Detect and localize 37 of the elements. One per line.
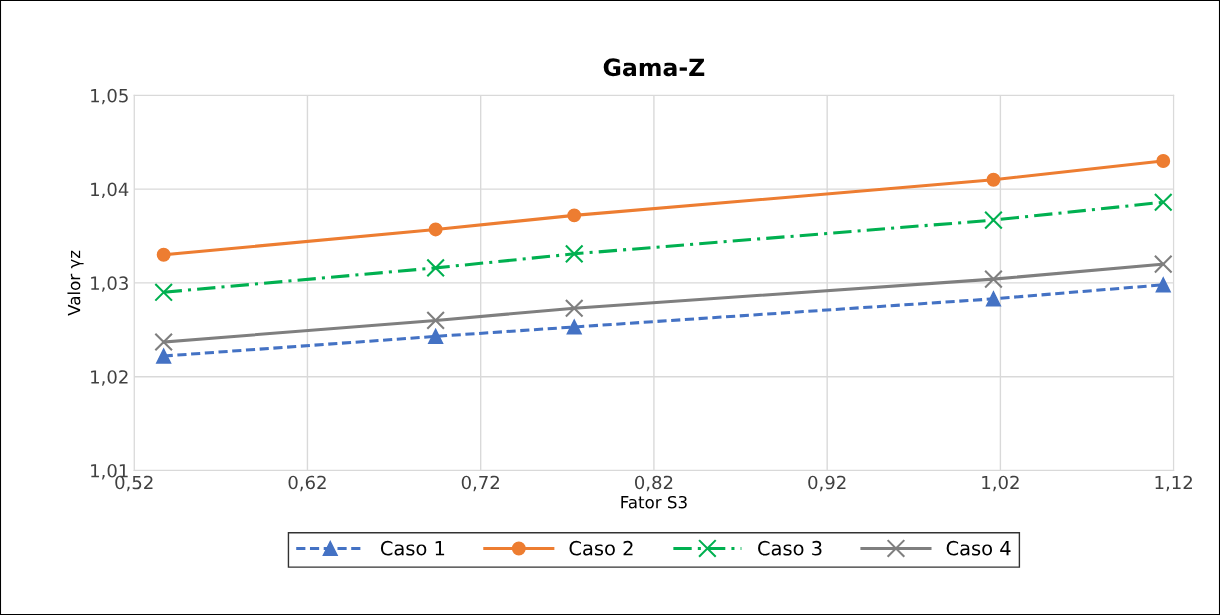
legend-label: Caso 4	[946, 540, 1011, 556]
point	[156, 348, 172, 364]
x-tick-label: 0,82	[635, 475, 673, 492]
x-tick-label: 1,12	[1155, 475, 1192, 492]
point	[564, 298, 584, 318]
y-tick-label: 1,03	[91, 276, 128, 292]
point	[564, 244, 584, 264]
point	[1155, 277, 1171, 293]
point	[154, 282, 174, 302]
chart-title: Gama-Z	[603, 58, 705, 77]
legend-label: Caso 2	[569, 540, 633, 556]
x-tick-label: 1,02	[982, 475, 1019, 492]
point	[156, 247, 171, 262]
point	[426, 311, 446, 330]
legend-label: Caso 1	[380, 540, 445, 556]
point	[1156, 154, 1171, 168]
point	[984, 210, 1003, 230]
point	[427, 328, 444, 344]
y-tick-label: 1,04	[91, 182, 129, 199]
x-tick-label: 0,62	[288, 475, 326, 492]
x-tick-label: 0,72	[461, 475, 499, 492]
point	[428, 222, 443, 237]
point	[984, 269, 1003, 289]
y-axis-title: Valor γz	[67, 250, 84, 316]
point	[985, 291, 1002, 307]
point	[986, 172, 1001, 187]
point	[1153, 254, 1173, 274]
legend-label: Caso 3	[758, 540, 822, 556]
point	[154, 332, 174, 352]
x-tick-label: 0,92	[808, 475, 846, 492]
y-tick-label: 1,05	[91, 88, 128, 105]
point	[1153, 192, 1173, 212]
point	[566, 319, 582, 335]
y-tick-label: 1,02	[91, 370, 128, 386]
x-axis-title: Fator S3	[621, 495, 687, 509]
point	[567, 208, 582, 223]
point	[426, 258, 446, 278]
